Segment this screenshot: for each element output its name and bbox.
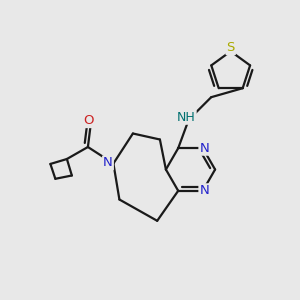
Text: N: N [200, 142, 209, 155]
Text: O: O [83, 114, 94, 127]
Text: N: N [103, 156, 113, 170]
Text: N: N [200, 184, 209, 197]
Text: NH: NH [177, 111, 196, 124]
Text: S: S [226, 41, 235, 54]
